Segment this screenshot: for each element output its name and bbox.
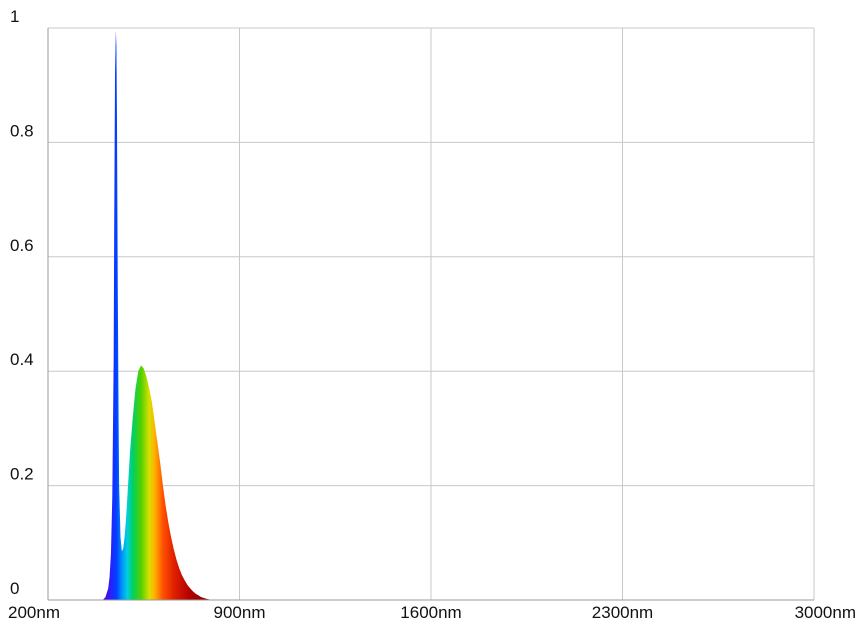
- x-tick-label: 2300nm: [592, 603, 653, 622]
- y-tick-label: 0.8: [10, 121, 34, 140]
- axes: [47, 28, 814, 601]
- y-tick-label: 0.6: [10, 236, 34, 255]
- x-tick-label: 200nm: [8, 603, 60, 622]
- grid-lines: [47, 27, 815, 601]
- y-tick-label: 0: [10, 579, 19, 598]
- series-area: [102, 30, 213, 601]
- x-tick-label: 3000nm: [795, 603, 856, 622]
- x-tick-label: 1600nm: [400, 603, 461, 622]
- y-tick-label: 1: [10, 7, 19, 26]
- x-tick-labels: 200nm 900nm 1600nm 2300nm 3000nm: [8, 603, 856, 622]
- y-tick-label: 0.2: [10, 465, 34, 484]
- y-tick-label: 0.4: [10, 350, 34, 369]
- y-tick-labels: 0 0.2 0.4 0.6 0.8 1: [10, 7, 34, 598]
- x-tick-label: 900nm: [214, 603, 266, 622]
- series-area-0: [102, 30, 213, 601]
